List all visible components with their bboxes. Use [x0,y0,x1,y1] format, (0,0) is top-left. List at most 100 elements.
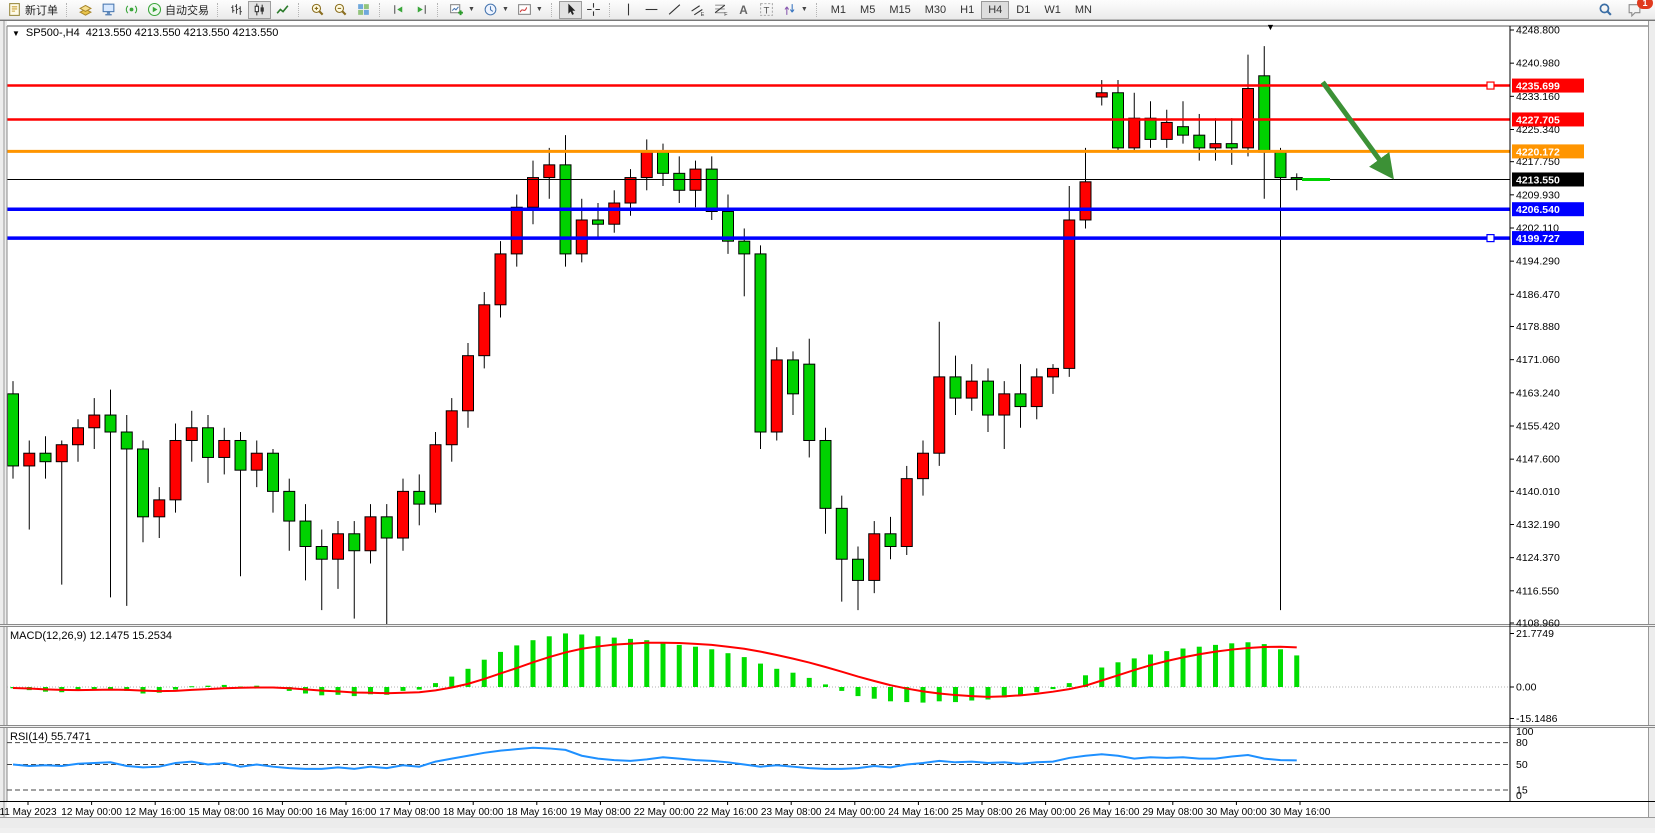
macd-histogram-bar [91,687,97,690]
textA-icon: A [739,4,748,17]
macd-histogram-bar [790,672,796,687]
macd-histogram-bar [481,659,487,687]
fibonacci-tool-button[interactable]: F [709,1,732,19]
line-edge-handle[interactable] [1486,81,1495,90]
timeframe-m15-button[interactable]: M15 [882,1,917,19]
candle-chart-mode-button[interactable] [248,0,271,19]
price-tick-label: 4140.010 [1516,486,1560,498]
price-tick-label: 4209.930 [1516,189,1560,201]
indicators-list-button[interactable]: ▼ [513,1,547,19]
candle-body [380,516,393,539]
macd-histogram-bar [920,687,926,703]
profiles-button[interactable]: ▼ [479,1,513,19]
candle [803,338,816,458]
time-axis[interactable]: 11 May 2023 12 May 00:00 12 May 16:00 15 Ma… [0,801,1655,818]
price-tag-4199.727: 4199.727 [1512,231,1584,246]
line-chart-mode-button[interactable] [271,1,294,19]
timeframe-m5-button[interactable]: M5 [853,1,882,19]
candle-body [1225,143,1238,149]
toolbar-group [225,0,294,20]
candle [787,351,799,416]
candle [429,432,442,513]
market-watch-button[interactable] [97,1,120,19]
main-toolbar: 新订单 自动交易 ▼ ▼ ▼ E F A T ▼ M1 M5 M15 M30 H1 H4 D1 W1 MN 1 [0,0,1655,20]
macd-histogram-bar [758,663,763,687]
timeframe-mn-button[interactable]: MN [1068,1,1099,19]
price-tag-4206.540: 4206.540 [1512,202,1584,217]
indicator-icon [517,4,531,15]
line-edge-handle[interactable] [1486,233,1495,243]
linechart-icon [276,5,289,14]
channel-tool-button[interactable]: E [686,1,709,19]
svg-text:F: F [724,12,728,17]
price-axis[interactable]: 4248.800 4240.980 4233.160 4225.340 4217.750… [1509,25,1584,803]
macd-histogram-bar [985,687,991,700]
candle [722,194,734,254]
chart-canvas[interactable]: MACD(12,26,9) 12.1475 15.2534 RSI(14) 55.… [0,21,1655,828]
chart-shift-marker[interactable]: ▼ [1266,22,1275,32]
time-tick-label: 12 May 00:00 [61,807,122,818]
crosshair-button[interactable] [582,1,605,19]
search-button[interactable] [1594,1,1617,19]
svg-text:A: A [739,4,748,17]
monitor-icon [102,3,115,16]
toolbar-separator [550,2,556,17]
macd-histogram-bar [1261,644,1267,687]
chart-background [0,21,1655,828]
timeframe-h1-button[interactable]: H1 [953,1,981,19]
trend-arrow-annotation[interactable] [1320,80,1394,180]
macd-histogram-bar [660,642,666,687]
candle-body [104,414,117,433]
bar-chart-mode-button[interactable] [225,1,248,19]
new-order-button[interactable]: 新订单 [3,1,62,19]
dropdown-arrow-icon: ▼ [535,6,543,13]
chart-title-dropdown-icon[interactable]: ▼ [12,28,20,38]
shapes-tool-button[interactable]: ▼ [778,1,812,19]
candle-body [120,431,133,450]
candle-body [218,439,231,458]
candle [169,423,182,513]
zoom-in-button[interactable] [306,1,329,19]
candle [299,504,312,581]
candle [39,436,52,479]
horizontal-line-tool-button[interactable] [640,1,663,19]
macd-histogram-bar [1050,687,1056,690]
candle [1177,101,1189,144]
auto-trading-button[interactable]: 自动交易 [143,1,213,19]
vertical-line-tool-button[interactable] [617,1,640,19]
label-tool-button[interactable]: T [755,1,778,19]
macd-histogram-bar [709,649,715,687]
candle-body [137,448,149,518]
new-chart-button[interactable]: ▼ [445,1,479,19]
macd-axis-label: 21.7749 [1516,628,1554,640]
crosshair-icon [586,3,600,16]
pane-splitter[interactable] [0,725,1655,728]
cursor-button[interactable] [558,0,582,19]
timeframe-w1-button[interactable]: W1 [1037,1,1068,19]
macd-histogram-bar [1148,654,1153,687]
candle-body [900,478,913,548]
timeframe-h4-button[interactable]: H4 [981,0,1010,19]
timeframe-m30-button[interactable]: M30 [918,1,953,19]
auto-scroll-button[interactable] [387,1,410,19]
price-tag-bg [1512,144,1584,159]
main-chart-pane [6,25,1648,801]
signals-button[interactable] [120,1,143,19]
text-tool-button[interactable]: A [732,1,755,19]
time-tick-label: 11 May 2023 [0,807,57,818]
candle [884,516,897,560]
zoom-out-button[interactable] [329,1,352,19]
candle-body [1095,92,1108,98]
chart-ohlc-readout: 4213.550 4213.550 4213.550 4213.550 [85,27,279,39]
charts-stack-button[interactable] [74,1,97,19]
candle-body [722,210,734,242]
timeframe-m1-button[interactable]: M1 [824,1,853,19]
tile-windows-button[interactable] [352,1,375,19]
chart-shift-button[interactable] [410,1,433,19]
pane-splitter[interactable] [0,624,1655,627]
candle-body [445,410,458,446]
trendline-tool-button[interactable] [663,1,686,19]
timeframe-d1-button[interactable]: D1 [1009,1,1037,19]
candle-body [965,380,978,399]
macd-histogram-bar [806,677,812,687]
